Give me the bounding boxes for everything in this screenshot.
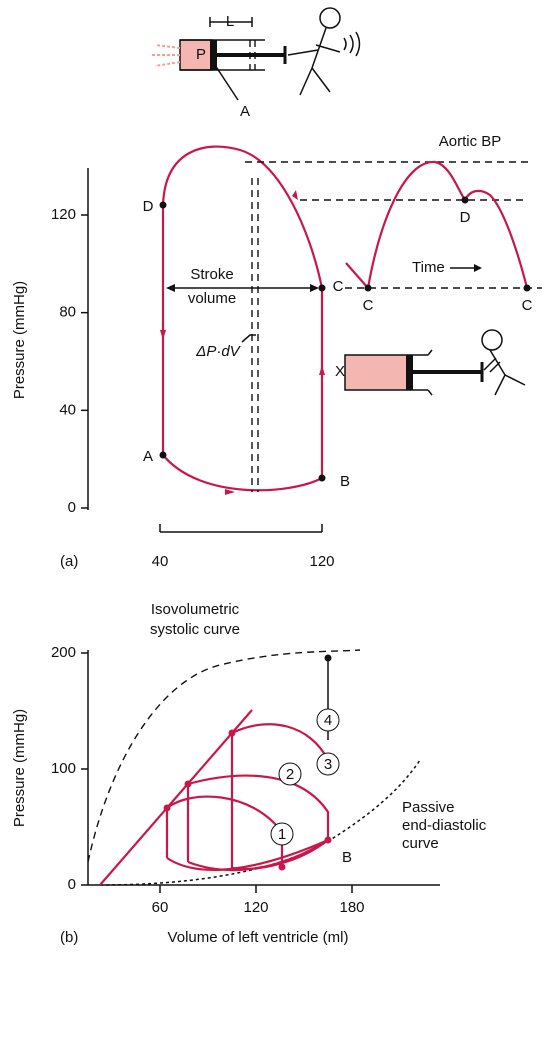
loop-number: 3	[324, 756, 332, 773]
panel-label: (b)	[60, 929, 78, 946]
y-tick-label: 40	[59, 401, 76, 418]
y-tick-label: 0	[68, 499, 76, 516]
stroke-volume-label: volume	[188, 290, 236, 307]
pv-loop	[159, 145, 326, 495]
diastolic-curve	[99, 759, 421, 886]
loop-number: 2	[286, 766, 294, 783]
syringe-p-label: P	[196, 46, 206, 63]
point-label: D	[143, 198, 154, 215]
syringe-right: X	[335, 329, 526, 396]
syringe-a-label: A	[240, 103, 250, 120]
y-axis-title: Pressure (mmHg)	[11, 281, 28, 399]
curve-label: systolic curve	[150, 621, 240, 638]
syringe-top: L P A	[150, 7, 361, 120]
systolic-curve	[87, 649, 361, 863]
x-ticks: 60 120 180	[152, 885, 365, 916]
point-label: B	[342, 849, 352, 866]
point-label: C	[522, 297, 533, 314]
curve-label: Passive	[402, 799, 455, 816]
syringe-x-label: X	[335, 363, 345, 380]
loop-number: 4	[324, 712, 332, 729]
x-axis-title: Volume of left ventricle (ml)	[168, 929, 349, 946]
y-tick-label: 0	[68, 876, 76, 893]
stroke-volume-label: Stroke	[190, 266, 233, 283]
y-ticks: 0 100 200	[51, 644, 88, 893]
y-tick-label: 100	[51, 760, 76, 777]
y-tick-label: 120	[51, 206, 76, 223]
x-tick-label: 180	[339, 899, 364, 916]
point-label: A	[143, 448, 153, 465]
loop-number: 1	[278, 826, 286, 843]
y-axis-title: Pressure (mmHg)	[11, 709, 28, 827]
work-label: ΔP·dV	[195, 343, 241, 360]
point-label: B	[340, 473, 350, 490]
x-tick-label: 60	[152, 899, 169, 916]
curve-label: Isovolumetric	[151, 601, 240, 618]
x-ticks: 40 120	[152, 524, 335, 570]
x-tick-label: 40	[152, 553, 169, 570]
syringe-l-label: L	[226, 13, 234, 30]
point-label: C	[363, 297, 374, 314]
point-label: D	[460, 209, 471, 226]
time-label: Time	[412, 259, 445, 276]
aortic-title: Aortic BP	[439, 133, 502, 150]
aortic-bp	[245, 160, 542, 292]
curve-label: curve	[402, 835, 439, 852]
y-ticks: 0 40 80 120	[51, 206, 88, 516]
x-tick-label: 120	[243, 899, 268, 916]
y-tick-label: 80	[59, 304, 76, 321]
y-tick-label: 200	[51, 644, 76, 661]
x-tick-label: 120	[309, 553, 334, 570]
curve-label: end-diastolic	[402, 817, 487, 834]
point-label: C	[333, 278, 344, 295]
pv-loops	[99, 654, 340, 886]
panel-label: (a)	[60, 553, 78, 570]
